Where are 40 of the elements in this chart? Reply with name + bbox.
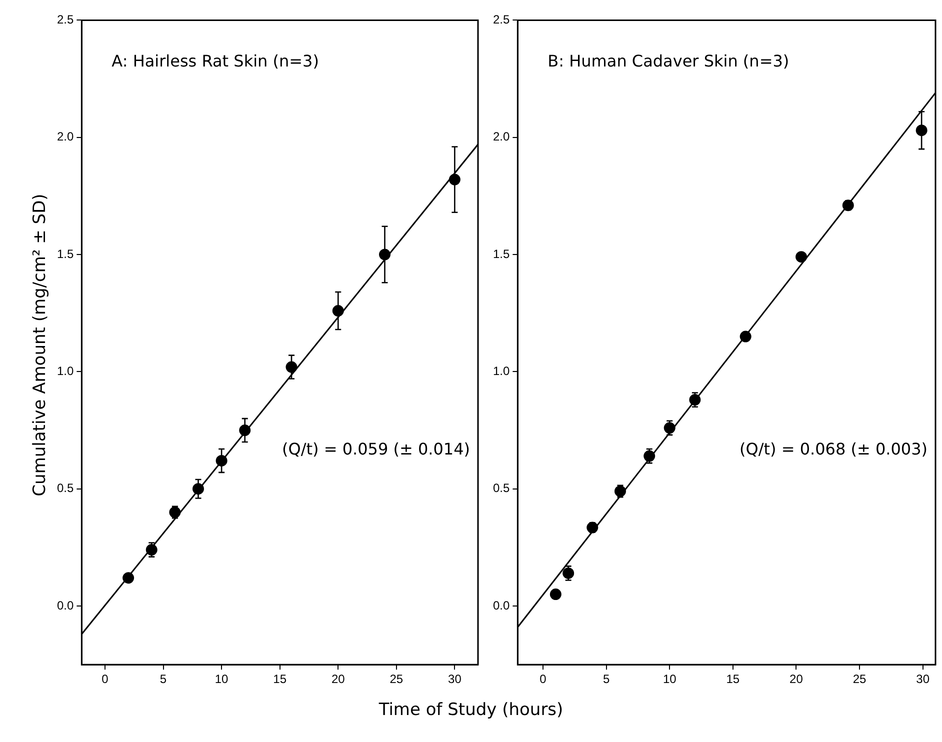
point: [550, 588, 562, 600]
x-tick-label: 25: [852, 672, 867, 686]
y-tick-label: 2.0: [56, 130, 74, 144]
point: [216, 454, 228, 466]
y-tick-label: 0.0: [492, 598, 510, 612]
x-tick-label: 20: [331, 672, 346, 686]
y-tick-label: 1.5: [492, 246, 510, 261]
x-tick-label: 15: [726, 672, 740, 686]
text: A: Hairless Rat Skin (n=3): [112, 51, 319, 70]
y-tick-label: 0.0: [56, 598, 74, 612]
point: [916, 124, 928, 136]
y-tick-label: 1.0: [492, 364, 510, 378]
annotation: (Q/t) = 0.068 (± 0.003): [740, 439, 928, 458]
x-tick-label: 10: [662, 672, 677, 686]
annotation: (Q/t) = 0.059 (± 0.014): [282, 439, 470, 458]
y-tick-label: 2.5: [492, 12, 510, 27]
x-tick-label: 25: [390, 672, 404, 686]
x-tick-label: 30: [916, 672, 930, 686]
text: B: Human Cadaver Skin (n=3): [548, 51, 790, 70]
y-axis-title: Cumulative Amount (mg/cm² ± SD): [30, 194, 50, 496]
x-tick-label: 20: [790, 672, 804, 686]
x-tick-label: 0: [102, 672, 109, 686]
point: [740, 330, 752, 342]
x-tick-label: 5: [602, 672, 610, 686]
x-axis-title: Time of Study (hours): [378, 700, 564, 720]
y-tick-label: 0.5: [56, 481, 74, 496]
point: [796, 251, 808, 263]
x-tick-label: 30: [448, 672, 462, 686]
point: [842, 200, 854, 212]
point: [286, 361, 298, 373]
y-tick-label: 1.0: [56, 364, 74, 378]
y-tick-label: 2.0: [492, 130, 510, 144]
x-tick-label: 10: [214, 672, 229, 686]
x-tick-label: 15: [273, 672, 287, 686]
x-tick-label: 5: [160, 672, 167, 686]
y-tick-label: 0.5: [492, 481, 510, 496]
y-tick-label: 2.5: [56, 12, 74, 27]
y-tick-label: 1.5: [56, 246, 74, 261]
point: [122, 572, 134, 584]
x-tick-label: 0: [540, 672, 547, 686]
